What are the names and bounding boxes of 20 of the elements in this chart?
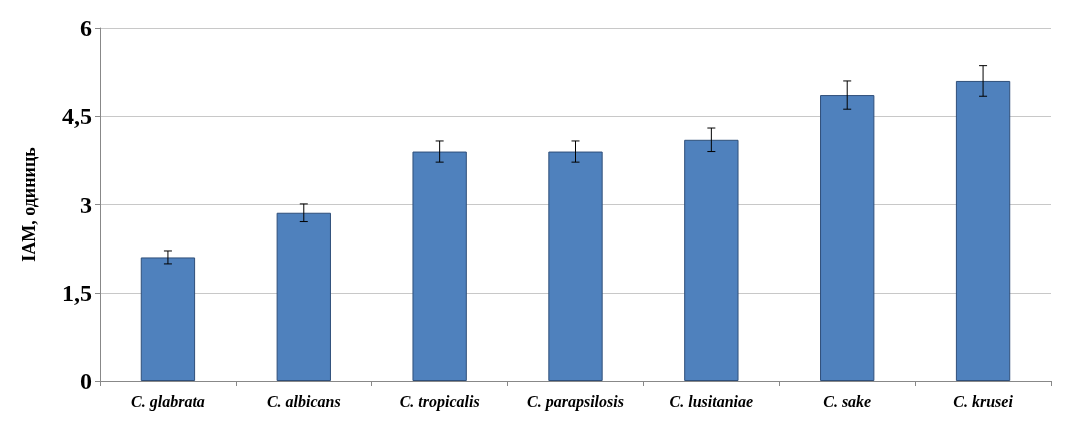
y-axis-title: IAM, одиниць (19, 146, 39, 262)
bar (684, 139, 739, 381)
bar (276, 212, 331, 381)
x-tick-label: C. albicans (266, 392, 341, 410)
x-tick-label: C. lusitaniae (669, 392, 754, 410)
y-tick-label: 0 (80, 368, 92, 394)
bar (548, 151, 603, 381)
bar (140, 257, 196, 381)
y-tick-label: 1,5 (62, 279, 92, 306)
y-tick-label: 4,5 (62, 103, 92, 130)
x-tick-label: C. sake (823, 392, 872, 410)
x-tick-label: C. glabrata (131, 392, 205, 411)
bar (412, 151, 467, 381)
y-tick-label: 3 (80, 191, 92, 218)
bar (955, 80, 1011, 381)
y-tick-label: 6 (80, 15, 92, 41)
x-tick-label: C. krusei (953, 392, 1014, 410)
x-tick-label: C. tropicalis (399, 392, 480, 411)
bar (820, 95, 875, 381)
x-tick-label: C. parapsilosis (527, 392, 624, 411)
